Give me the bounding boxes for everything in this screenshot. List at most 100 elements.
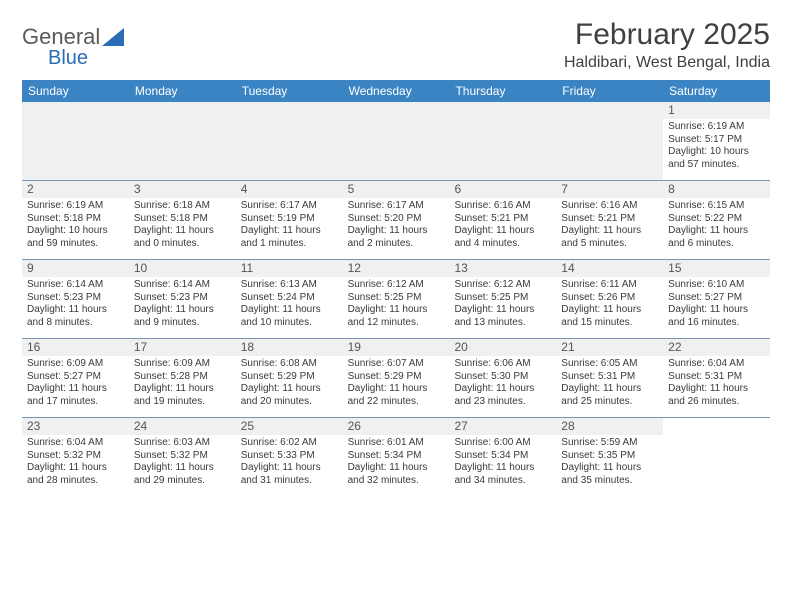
calendar-cell: 28Sunrise: 5:59 AMSunset: 5:35 PMDayligh… [556,418,663,496]
day-number: 21 [556,339,663,356]
calendar-cell: 6Sunrise: 6:16 AMSunset: 5:21 PMDaylight… [449,181,556,259]
day-number: 14 [556,260,663,277]
sunset-line: Sunset: 5:25 PM [454,292,551,305]
sunrise-line: Sunrise: 6:15 AM [668,200,765,213]
calendar-cell: . [449,102,556,180]
sunset-line: Sunset: 5:25 PM [348,292,445,305]
calendar-cell: 1Sunrise: 6:19 AMSunset: 5:17 PMDaylight… [663,102,770,180]
day-number: 9 [22,260,129,277]
header: General February 2025 Haldibari, West Be… [22,18,770,72]
sunrise-line: Sunrise: 6:01 AM [348,437,445,450]
sunrise-line: Sunrise: 6:11 AM [561,279,658,292]
daylight-line: Daylight: 11 hours and 32 minutes. [348,462,445,487]
calendar-week: ......1Sunrise: 6:19 AMSunset: 5:17 PMDa… [22,102,770,180]
calendar-cell: 2Sunrise: 6:19 AMSunset: 5:18 PMDaylight… [22,181,129,259]
day-header: Monday [129,80,236,102]
daylight-line: Daylight: 11 hours and 35 minutes. [561,462,658,487]
calendar-cell: 3 Sunrise: 6:18 AMSunset: 5:18 PMDaylight… [129,181,236,259]
daylight-line: Daylight: 11 hours and 26 minutes. [668,383,765,408]
sunset-line: Sunset: 5:32 PM [134,450,231,463]
day-number: 26 [343,418,450,435]
sunset-line: Sunset: 5:30 PM [454,371,551,384]
sunset-line: Sunset: 5:27 PM [27,371,124,384]
sunset-line: Sunset: 5:18 PM [134,213,231,226]
day-number: 2 [22,181,129,198]
calendar: SundayMondayTuesdayWednesdayThursdayFrid… [22,80,770,496]
calendar-body: ......1Sunrise: 6:19 AMSunset: 5:17 PMDa… [22,102,770,496]
daylight-line: Daylight: 11 hours and 1 minutes. [241,225,338,250]
calendar-cell: 27Sunrise: 6:00 AMSunset: 5:34 PMDayligh… [449,418,556,496]
daylight-line: Daylight: 11 hours and 28 minutes. [27,462,124,487]
sunrise-line: Sunrise: 6:06 AM [454,358,551,371]
daylight-line: Daylight: 11 hours and 0 minutes. [134,225,231,250]
sunrise-line: Sunrise: 6:07 AM [348,358,445,371]
sunrise-line: Sunrise: 6:00 AM [454,437,551,450]
daylight-line: Daylight: 11 hours and 4 minutes. [454,225,551,250]
sunset-line: Sunset: 5:28 PM [134,371,231,384]
calendar-cell: 12Sunrise: 6:12 AMSunset: 5:25 PMDayligh… [343,260,450,338]
daylight-line: Daylight: 11 hours and 20 minutes. [241,383,338,408]
day-number: 23 [22,418,129,435]
sunrise-line: Sunrise: 6:08 AM [241,358,338,371]
calendar-cell: 17Sunrise: 6:09 AMSunset: 5:28 PMDayligh… [129,339,236,417]
daylight-line: Daylight: 11 hours and 5 minutes. [561,225,658,250]
day-number: 3 [129,181,236,198]
sunset-line: Sunset: 5:33 PM [241,450,338,463]
day-number: 25 [236,418,343,435]
day-number: 7 [556,181,663,198]
sunrise-line: Sunrise: 6:04 AM [668,358,765,371]
sunrise-line: Sunrise: 6:18 AM [134,200,231,213]
daylight-line: Daylight: 11 hours and 19 minutes. [134,383,231,408]
daylight-line: Daylight: 11 hours and 9 minutes. [134,304,231,329]
daylight-line: Daylight: 11 hours and 23 minutes. [454,383,551,408]
calendar-week: 9Sunrise: 6:14 AMSunset: 5:23 PMDaylight… [22,259,770,338]
day-number: 27 [449,418,556,435]
day-number: 16 [22,339,129,356]
calendar-cell: 14Sunrise: 6:11 AMSunset: 5:26 PMDayligh… [556,260,663,338]
sunset-line: Sunset: 5:21 PM [454,213,551,226]
sunrise-line: Sunrise: 6:14 AM [134,279,231,292]
sunrise-line: Sunrise: 6:19 AM [27,200,124,213]
day-number: 4 [236,181,343,198]
calendar-cell: 18Sunrise: 6:08 AMSunset: 5:29 PMDayligh… [236,339,343,417]
day-header-row: SundayMondayTuesdayWednesdayThursdayFrid… [22,80,770,102]
sunset-line: Sunset: 5:23 PM [134,292,231,305]
sunrise-line: Sunrise: 6:03 AM [134,437,231,450]
sunset-line: Sunset: 5:23 PM [27,292,124,305]
daylight-line: Daylight: 11 hours and 25 minutes. [561,383,658,408]
calendar-cell: 23Sunrise: 6:04 AMSunset: 5:32 PMDayligh… [22,418,129,496]
day-number: 18 [236,339,343,356]
daylight-line: Daylight: 11 hours and 34 minutes. [454,462,551,487]
day-header: Thursday [449,80,556,102]
sunrise-line: Sunrise: 6:16 AM [454,200,551,213]
sunset-line: Sunset: 5:35 PM [561,450,658,463]
day-number: 19 [343,339,450,356]
daylight-line: Daylight: 11 hours and 31 minutes. [241,462,338,487]
sunrise-line: Sunrise: 6:14 AM [27,279,124,292]
calendar-cell: 22Sunrise: 6:04 AMSunset: 5:31 PMDayligh… [663,339,770,417]
day-number: 15 [663,260,770,277]
calendar-cell: 10Sunrise: 6:14 AMSunset: 5:23 PMDayligh… [129,260,236,338]
sunrise-line: Sunrise: 6:04 AM [27,437,124,450]
calendar-cell: 5Sunrise: 6:17 AMSunset: 5:20 PMDaylight… [343,181,450,259]
sunset-line: Sunset: 5:31 PM [561,371,658,384]
calendar-cell: 25Sunrise: 6:02 AMSunset: 5:33 PMDayligh… [236,418,343,496]
location: Haldibari, West Bengal, India [564,54,770,72]
calendar-cell: 11Sunrise: 6:13 AMSunset: 5:24 PMDayligh… [236,260,343,338]
day-header: Friday [556,80,663,102]
calendar-cell: 16Sunrise: 6:09 AMSunset: 5:27 PMDayligh… [22,339,129,417]
calendar-cell: 20Sunrise: 6:06 AMSunset: 5:30 PMDayligh… [449,339,556,417]
calendar-week: 2Sunrise: 6:19 AMSunset: 5:18 PMDaylight… [22,180,770,259]
daylight-line: Daylight: 10 hours and 59 minutes. [27,225,124,250]
logo-triangle-icon [102,28,124,46]
daylight-line: Daylight: 10 hours and 57 minutes. [668,146,765,171]
calendar-cell: 4Sunrise: 6:17 AMSunset: 5:19 PMDaylight… [236,181,343,259]
day-number: 11 [236,260,343,277]
daylight-line: Daylight: 11 hours and 10 minutes. [241,304,338,329]
sunrise-line: Sunrise: 6:19 AM [668,121,765,134]
sunset-line: Sunset: 5:17 PM [668,134,765,147]
calendar-cell: . [556,102,663,180]
calendar-week: 23 Sunrise: 6:04 AM Sunset: 5:32 PM Dayligh… [22,417,770,496]
calendar-cell: 15Sunrise: 6:10 AMSunset: 5:27 PMDayligh… [663,260,770,338]
day-number: 28 [556,418,663,435]
